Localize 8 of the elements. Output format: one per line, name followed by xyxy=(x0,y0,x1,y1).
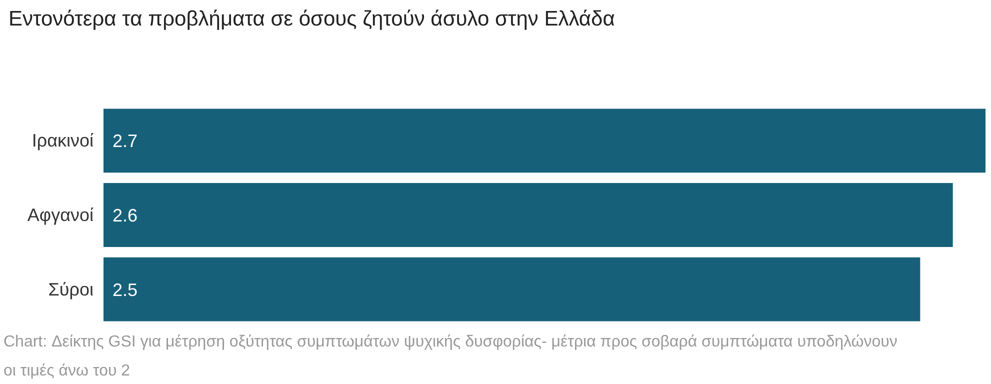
data-label: 2.5 xyxy=(112,280,138,300)
y-tick-label: Σύροι xyxy=(48,279,94,300)
chart-title: Εντονότερα τα προβλήματα σε όσους ζητούν άσυλο στην Ελλάδα xyxy=(8,8,615,30)
y-tick-label: Ιρακινοί xyxy=(32,130,94,151)
text: Chart: Δείκτης GSI για μέτρηση οξύτητας συμπτωμάτων ψυχικής δυσφορίας- μέτρια προς σοβαρά συμπτώματα υποδηλώνουν οι τιμές άνω του 2 xyxy=(4,334,898,380)
data-label: 2.6 xyxy=(112,206,138,226)
y-tick-label: Αφγανοί xyxy=(27,205,94,225)
data-label: 2.7 xyxy=(112,131,138,152)
